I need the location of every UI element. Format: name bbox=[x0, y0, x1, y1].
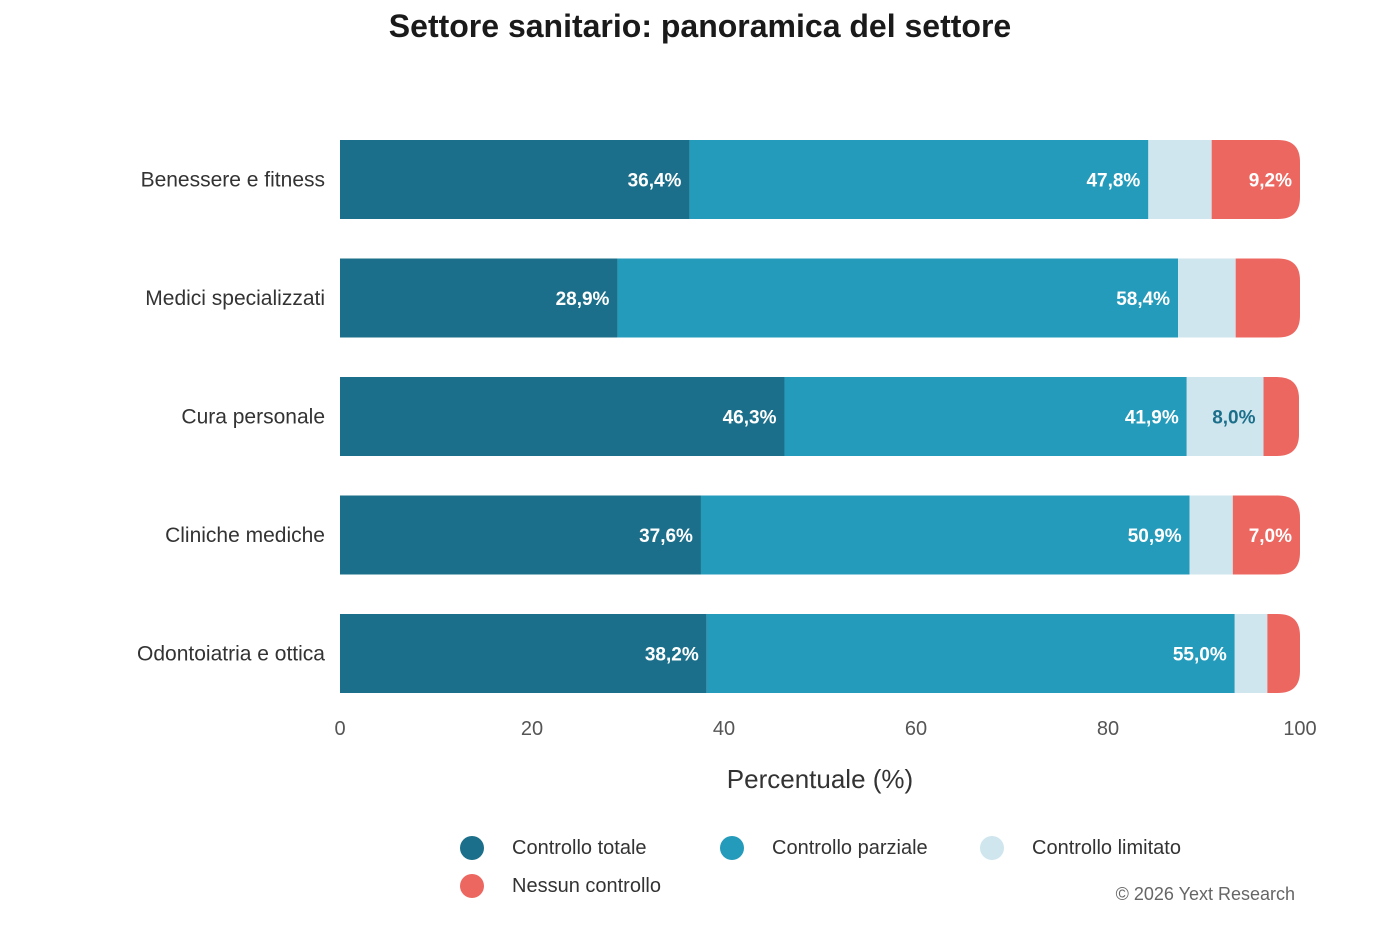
legend-swatch bbox=[460, 836, 484, 860]
bar-segment bbox=[617, 258, 1179, 338]
bar-segment bbox=[1263, 377, 1300, 456]
legend-item: Controllo parziale bbox=[720, 836, 928, 860]
legend-label: Controllo totale bbox=[512, 836, 647, 859]
category-label: Odontoiatria e ottica bbox=[137, 643, 325, 666]
bar-segment bbox=[1189, 495, 1233, 575]
bar-segment bbox=[1186, 377, 1264, 456]
legend-swatch bbox=[720, 836, 744, 860]
x-tick-label: 80 bbox=[1097, 718, 1119, 740]
category-label: Medici specializzati bbox=[145, 287, 325, 310]
x-tick-label: 100 bbox=[1283, 718, 1316, 740]
legend-swatch bbox=[980, 836, 1004, 860]
bar-segment bbox=[1148, 140, 1212, 219]
bar-segment bbox=[689, 140, 1149, 219]
x-axis-title: Percentuale (%) bbox=[727, 764, 913, 794]
bar-segment bbox=[340, 614, 707, 693]
bar-group bbox=[340, 614, 1300, 693]
category-label: Cura personale bbox=[181, 406, 325, 429]
bar-segment bbox=[784, 377, 1187, 456]
x-tick-label: 60 bbox=[905, 718, 927, 740]
x-tick-label: 20 bbox=[521, 718, 543, 740]
data-label: 36,4% bbox=[628, 171, 682, 192]
legend-swatch bbox=[460, 874, 484, 898]
bar-segment bbox=[1178, 258, 1236, 338]
bar-segment bbox=[340, 377, 785, 456]
data-label: 47,8% bbox=[1086, 171, 1140, 192]
data-label: 28,9% bbox=[556, 289, 610, 310]
legend-label: Nessun controllo bbox=[512, 874, 661, 897]
bar-segment bbox=[1234, 614, 1268, 693]
bar-segment bbox=[340, 495, 701, 575]
legend-label: Controllo limitato bbox=[1032, 836, 1181, 859]
bar-segment bbox=[706, 614, 1235, 693]
data-label: 7,0% bbox=[1249, 526, 1292, 547]
bar-segment bbox=[700, 495, 1190, 575]
data-label: 50,9% bbox=[1128, 526, 1182, 547]
data-label: 55,0% bbox=[1173, 645, 1227, 666]
bar-group bbox=[340, 495, 1300, 575]
bar-segment bbox=[340, 258, 618, 338]
data-label: 38,2% bbox=[645, 645, 699, 666]
legend-item: Nessun controllo bbox=[460, 874, 661, 898]
data-label: 9,2% bbox=[1249, 171, 1292, 192]
bar-segment bbox=[1267, 614, 1300, 693]
category-label: Benessere e fitness bbox=[141, 169, 325, 192]
data-label: 37,6% bbox=[639, 526, 693, 547]
bar-segment bbox=[1235, 258, 1300, 338]
bar-segment bbox=[1232, 495, 1300, 575]
data-label: 58,4% bbox=[1116, 289, 1170, 310]
data-label: 41,9% bbox=[1125, 408, 1179, 429]
bar-group bbox=[340, 377, 1300, 456]
bar-group bbox=[340, 140, 1300, 219]
category-label: Cliniche mediche bbox=[165, 524, 325, 547]
bar-segment bbox=[1211, 140, 1300, 219]
legend-label: Controllo parziale bbox=[772, 836, 928, 859]
bar-segment bbox=[340, 140, 690, 219]
data-label: 8,0% bbox=[1212, 408, 1255, 429]
bar-group bbox=[340, 258, 1300, 338]
legend-item: Controllo limitato bbox=[980, 836, 1181, 860]
x-tick-label: 40 bbox=[713, 718, 735, 740]
x-tick-label: 0 bbox=[334, 718, 345, 740]
copyright-text: © 2026 Yext Research bbox=[1115, 884, 1295, 904]
legend-item: Controllo totale bbox=[460, 836, 647, 860]
chart-title: Settore sanitario: panoramica del settor… bbox=[388, 8, 1012, 44]
data-label: 46,3% bbox=[723, 408, 777, 429]
